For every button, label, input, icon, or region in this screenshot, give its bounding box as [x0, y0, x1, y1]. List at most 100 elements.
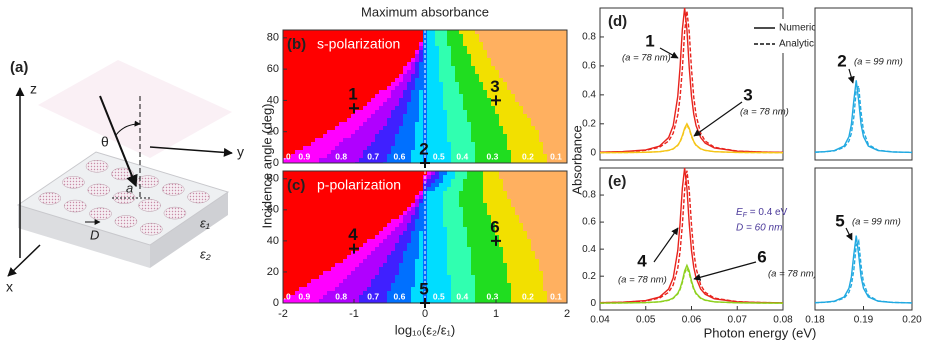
level-label: 0.2	[522, 151, 534, 161]
contour-cell	[387, 235, 400, 240]
contour-cell	[419, 46, 424, 51]
contour-cell	[379, 90, 392, 95]
contour-cell	[527, 231, 567, 236]
series-line	[814, 238, 913, 304]
contour-cell	[471, 255, 504, 260]
contour-cell	[423, 146, 428, 151]
contour-cell	[283, 219, 392, 224]
contour-cell	[451, 50, 468, 55]
contour-cell	[411, 90, 420, 95]
contour-cell	[451, 142, 476, 147]
contour-cell	[283, 231, 380, 236]
contour-cell	[475, 146, 508, 151]
contour-cell	[499, 175, 567, 180]
contour-cell	[547, 299, 567, 304]
contour-cell	[367, 146, 392, 151]
contour-cell	[287, 295, 324, 300]
contour-cell	[283, 110, 356, 115]
contour-cell	[539, 134, 567, 139]
contour-cell	[419, 118, 424, 123]
contour-cell	[283, 154, 292, 159]
contour-cell	[523, 223, 567, 228]
contour-cell	[359, 247, 376, 252]
axis-label: x	[6, 279, 13, 295]
contour-cell	[463, 187, 484, 192]
contour-cell	[403, 251, 420, 256]
contour-cell	[463, 183, 484, 188]
slab-front	[18, 205, 150, 268]
level-label: 0.4	[456, 151, 468, 161]
contour-cell	[455, 74, 480, 79]
contour-cell	[539, 130, 567, 135]
contour-cell	[503, 130, 540, 135]
contour-cell	[371, 142, 396, 147]
contour-cell	[403, 114, 420, 119]
contour-cell	[427, 54, 440, 59]
contour-cell	[511, 199, 567, 204]
contour-cell	[415, 211, 420, 216]
contour-cell	[419, 42, 424, 47]
contour-cell	[423, 287, 428, 292]
contour-cell	[283, 243, 364, 248]
contour-cell	[283, 142, 312, 147]
x-tick-label: 0.19	[854, 315, 874, 326]
contour-cell	[427, 219, 444, 224]
x-axis-label: Photon energy (eV)	[704, 325, 817, 340]
contour-cell	[419, 98, 424, 103]
contour-cell	[383, 227, 396, 232]
contour-cell	[547, 295, 567, 300]
contour-cell	[403, 70, 408, 75]
contour-cell	[411, 239, 420, 244]
series-line	[599, 123, 784, 154]
contour-cell	[511, 154, 548, 159]
contour-cell	[435, 171, 440, 176]
contour-cell	[463, 94, 488, 99]
contour-cell	[543, 283, 567, 288]
contour-cell	[283, 227, 384, 232]
contour-cell	[395, 134, 416, 139]
contour-cell	[471, 247, 504, 252]
contour-cell	[363, 291, 388, 296]
contour-cell	[359, 126, 384, 131]
contour-cell	[283, 239, 368, 244]
contour-cell	[431, 171, 436, 176]
contour-cell	[475, 30, 567, 35]
marker	[420, 298, 430, 308]
contour-cell	[411, 94, 420, 99]
contour-cell	[283, 247, 360, 252]
y-tick-label: 20	[267, 266, 279, 278]
contour-cell	[383, 126, 400, 131]
annotation-arrow	[693, 261, 757, 281]
contour-cell	[399, 239, 412, 244]
contour-cell	[439, 54, 452, 59]
contour-cell	[415, 223, 428, 228]
contour-cell	[283, 82, 392, 87]
contour-cell	[411, 203, 416, 208]
y-tick-label: 0.8	[582, 32, 596, 43]
contour-cell	[427, 187, 436, 192]
contour-cell	[347, 255, 368, 260]
contour-cell	[427, 130, 448, 135]
contour-cell	[387, 299, 412, 304]
contour-cell	[391, 219, 404, 224]
contour-cell	[331, 150, 364, 155]
y-tick-label: 60	[267, 63, 279, 75]
contour-cell	[467, 231, 496, 236]
contour-cell	[447, 231, 468, 236]
contour-cell	[499, 70, 567, 75]
contour-cell	[283, 146, 304, 151]
contour-cell	[283, 78, 396, 83]
contour-cell	[467, 175, 484, 180]
contour-cell	[391, 287, 412, 292]
contour-cell	[491, 98, 516, 103]
contour-cell	[415, 271, 424, 276]
panel-label: (b)	[287, 36, 306, 53]
contour-cell	[423, 247, 428, 252]
x-tick-label: 0.18	[805, 315, 825, 326]
contour-cell	[475, 287, 512, 292]
contour-cell	[395, 138, 416, 143]
contour-cell	[443, 191, 460, 196]
contour-cell	[471, 267, 508, 272]
contour-cell	[407, 207, 412, 212]
y-axis-label: Incidence angle (deg)	[259, 103, 274, 228]
